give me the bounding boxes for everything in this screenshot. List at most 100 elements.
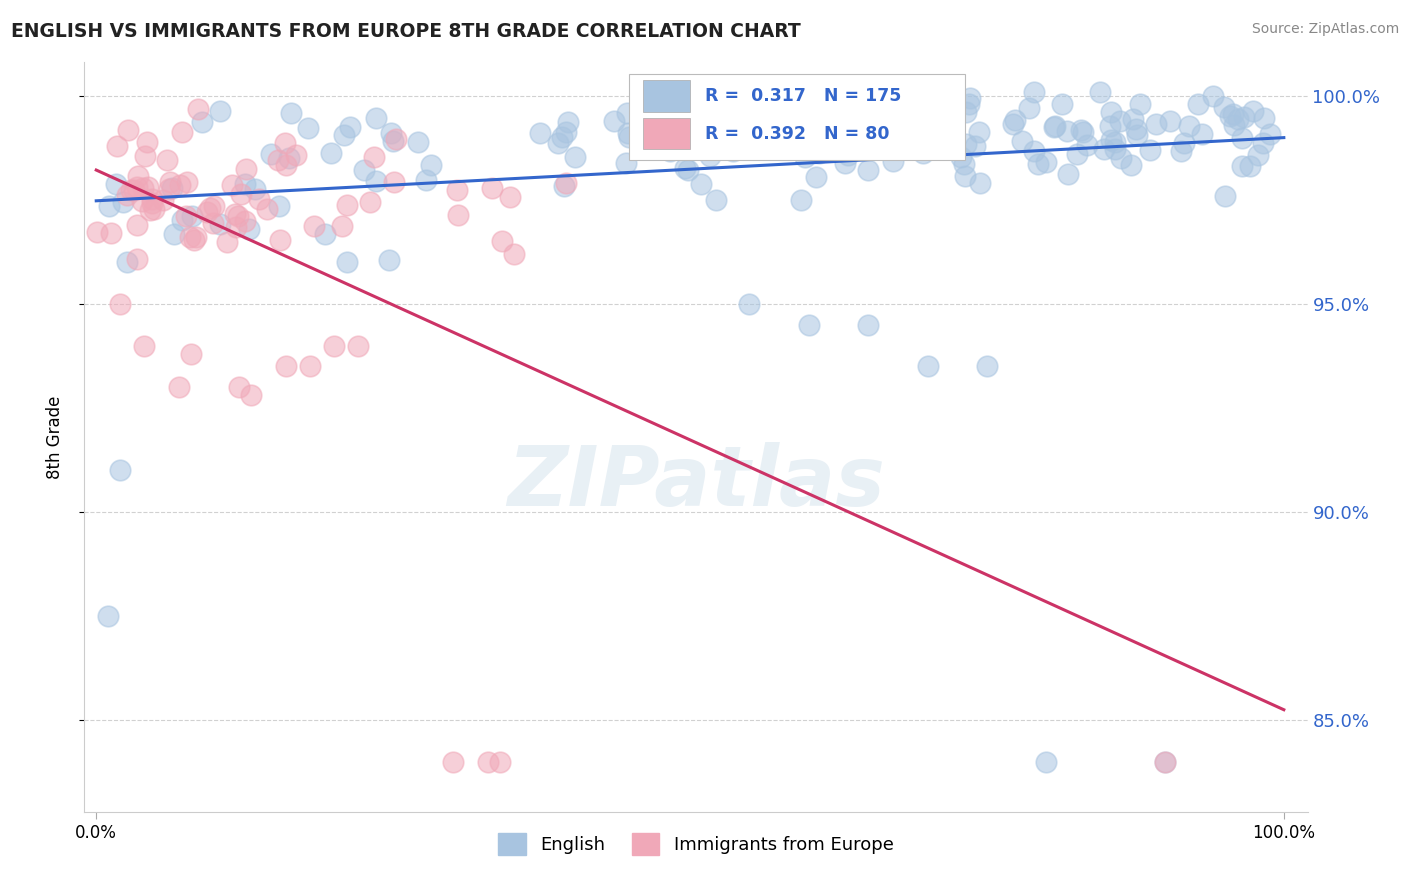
Point bbox=[859, 103, 882, 118]
Point bbox=[332, 128, 354, 142]
Point bbox=[1202, 89, 1225, 103]
Point bbox=[1001, 117, 1024, 131]
Point bbox=[169, 178, 191, 193]
Point bbox=[336, 255, 359, 269]
Point bbox=[156, 153, 179, 167]
Point bbox=[1122, 112, 1144, 127]
Point bbox=[267, 199, 290, 213]
Point bbox=[245, 182, 267, 196]
Point bbox=[1050, 97, 1073, 112]
Point bbox=[619, 129, 641, 144]
Point bbox=[187, 102, 209, 116]
Point bbox=[953, 157, 976, 171]
Point bbox=[759, 124, 782, 138]
Point bbox=[117, 123, 139, 137]
Point bbox=[98, 199, 121, 213]
Point bbox=[1004, 113, 1026, 128]
Point bbox=[949, 150, 972, 164]
Point bbox=[491, 234, 513, 248]
Point bbox=[108, 297, 131, 311]
Point bbox=[955, 136, 977, 151]
Point bbox=[266, 153, 288, 168]
Point bbox=[1024, 85, 1046, 99]
Point bbox=[152, 193, 174, 207]
Point bbox=[406, 135, 429, 149]
Point bbox=[1119, 158, 1142, 172]
Text: R =  0.392   N = 80: R = 0.392 N = 80 bbox=[704, 125, 889, 143]
Point bbox=[125, 252, 148, 266]
Point bbox=[249, 192, 271, 206]
Point bbox=[157, 182, 180, 196]
Point bbox=[529, 126, 551, 140]
Point bbox=[704, 193, 727, 207]
Point bbox=[856, 140, 879, 154]
Point bbox=[238, 222, 260, 236]
Point bbox=[503, 247, 526, 261]
Point bbox=[1253, 112, 1275, 126]
Point bbox=[1230, 159, 1253, 173]
Point bbox=[132, 181, 155, 195]
Point bbox=[297, 120, 319, 135]
Point bbox=[336, 198, 359, 212]
Point bbox=[614, 155, 637, 169]
Point bbox=[139, 202, 162, 217]
Point bbox=[229, 187, 252, 202]
Point bbox=[489, 755, 512, 769]
Point bbox=[658, 145, 681, 159]
Point bbox=[172, 213, 194, 227]
Point bbox=[1099, 120, 1122, 134]
Point bbox=[280, 105, 302, 120]
Point bbox=[1251, 136, 1274, 150]
Point bbox=[1043, 119, 1066, 133]
Point bbox=[925, 85, 948, 99]
Bar bbox=[644, 80, 690, 112]
Point bbox=[134, 149, 156, 163]
Point bbox=[823, 103, 845, 118]
Point bbox=[298, 359, 321, 374]
Point bbox=[1222, 118, 1244, 132]
Point bbox=[1170, 144, 1192, 158]
Point bbox=[773, 141, 796, 155]
Point bbox=[616, 106, 638, 120]
Point bbox=[125, 180, 148, 194]
Point bbox=[967, 126, 990, 140]
Point bbox=[551, 129, 574, 144]
Point bbox=[1230, 131, 1253, 145]
Point bbox=[1104, 143, 1126, 157]
Point bbox=[1018, 101, 1040, 115]
Point bbox=[233, 214, 256, 228]
Point bbox=[872, 112, 894, 126]
Point bbox=[224, 207, 246, 221]
Point bbox=[172, 125, 194, 139]
Point bbox=[256, 202, 278, 216]
Point bbox=[856, 163, 879, 178]
Point bbox=[498, 190, 520, 204]
Point bbox=[1125, 122, 1147, 136]
FancyBboxPatch shape bbox=[628, 74, 965, 160]
Point bbox=[735, 138, 758, 153]
Point bbox=[911, 145, 934, 160]
Point bbox=[276, 359, 298, 374]
Point bbox=[100, 227, 122, 241]
Point bbox=[672, 106, 695, 120]
Point bbox=[209, 103, 232, 118]
Point bbox=[180, 209, 202, 223]
Point bbox=[872, 127, 894, 141]
Point bbox=[721, 113, 744, 128]
Point bbox=[792, 137, 814, 152]
Point bbox=[120, 183, 142, 197]
Point bbox=[1099, 133, 1122, 147]
Point bbox=[276, 159, 298, 173]
Point bbox=[364, 174, 387, 188]
Point bbox=[141, 196, 163, 211]
Point bbox=[239, 388, 262, 402]
Point bbox=[159, 175, 181, 189]
Point bbox=[136, 135, 159, 149]
Point bbox=[285, 148, 308, 162]
Point bbox=[1154, 755, 1177, 769]
Point bbox=[782, 100, 804, 114]
Point bbox=[783, 137, 806, 152]
Point bbox=[553, 178, 575, 193]
Point bbox=[105, 177, 128, 191]
Point bbox=[686, 120, 709, 134]
